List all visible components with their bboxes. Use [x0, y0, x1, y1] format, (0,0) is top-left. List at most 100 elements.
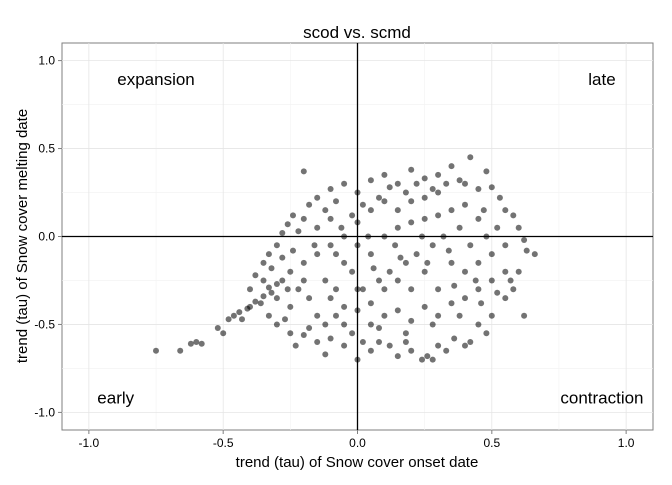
data-point [341, 180, 348, 187]
data-point [429, 186, 436, 192]
data-point [265, 312, 272, 319]
data-point [322, 321, 329, 328]
data-point [494, 289, 501, 296]
data-point [252, 298, 259, 305]
data-point [300, 277, 307, 284]
data-point [408, 286, 415, 293]
data-point [381, 171, 388, 178]
data-point [367, 177, 374, 184]
data-point [367, 321, 374, 328]
data-point [507, 277, 514, 284]
data-point [314, 194, 321, 201]
data-point [483, 330, 490, 337]
data-point [408, 347, 415, 354]
data-point [467, 154, 474, 161]
data-point [153, 347, 159, 354]
data-point [265, 251, 272, 258]
data-point [314, 339, 321, 345]
data-point [290, 247, 296, 254]
y-tick-label: 0.0 [38, 230, 55, 244]
data-point [445, 247, 452, 254]
data-point [475, 186, 482, 192]
data-point [290, 212, 296, 219]
data-point [394, 224, 401, 231]
data-point [230, 312, 237, 319]
data-point [386, 342, 393, 349]
data-point [386, 268, 393, 275]
data-point [247, 286, 253, 293]
data-point [282, 316, 288, 323]
reference-lines [62, 43, 653, 430]
data-point [521, 312, 528, 319]
data-point [322, 277, 329, 284]
quadrant-label: expansion [117, 70, 195, 89]
data-point [435, 212, 442, 219]
data-point [456, 177, 463, 184]
ticks: -1.0 -0.5 0.0 0.5 1.0 -1.0 -0.5 0.0 0.5 1.0 [34, 54, 634, 450]
data-point [421, 194, 428, 201]
data-point [349, 330, 356, 337]
data-point [220, 330, 227, 337]
data-point [448, 163, 455, 170]
data-point [435, 286, 442, 293]
y-tick-label: -0.5 [34, 317, 55, 331]
data-point [475, 259, 482, 266]
data-point [300, 332, 307, 338]
data-point [273, 321, 280, 328]
data-point [257, 300, 264, 307]
data-point [381, 312, 388, 319]
data-point [279, 277, 286, 284]
data-point [370, 265, 377, 272]
data-point [359, 286, 366, 293]
data-point [381, 198, 388, 205]
data-point [413, 251, 420, 258]
data-point [260, 293, 267, 300]
quadrant-label: contraction [560, 389, 643, 408]
data-point [359, 339, 366, 345]
data-point [268, 289, 275, 296]
data-point [421, 268, 428, 275]
y-axis-title: trend (tau) of Snow cover melting date [14, 109, 31, 363]
data-point [306, 201, 313, 208]
data-point [287, 268, 294, 275]
data-point [177, 347, 184, 354]
data-point [314, 312, 321, 319]
data-point [193, 339, 200, 345]
quadrant-labels: expansion late early contraction [97, 70, 643, 407]
data-point [287, 303, 294, 310]
data-point [376, 325, 382, 331]
data-point [523, 247, 530, 254]
data-point [341, 321, 348, 328]
data-point [367, 251, 374, 258]
data-point [472, 277, 479, 284]
data-point [408, 198, 415, 205]
x-tick-label: 1.0 [618, 436, 635, 450]
data-point [429, 242, 436, 249]
data-point [327, 186, 334, 192]
data-point [295, 286, 302, 293]
data-point [247, 303, 253, 310]
data-point [279, 230, 286, 236]
data-point [239, 316, 245, 323]
data-point [273, 281, 280, 287]
data-point [424, 353, 431, 360]
x-tick-label: 0.0 [349, 436, 366, 450]
data-point [394, 180, 401, 187]
data-point [386, 184, 393, 191]
data-point [515, 224, 522, 231]
data-point [502, 268, 509, 275]
data-point [341, 342, 348, 349]
data-point [187, 340, 194, 347]
data-point [483, 168, 490, 175]
data-point [376, 339, 382, 345]
data-point [273, 242, 280, 249]
data-point [462, 268, 468, 275]
data-point [429, 321, 436, 328]
data-point [502, 295, 509, 302]
data-point [421, 175, 428, 182]
data-point [488, 251, 495, 258]
data-point [435, 342, 442, 349]
data-point [327, 335, 334, 342]
data-point [521, 237, 528, 243]
